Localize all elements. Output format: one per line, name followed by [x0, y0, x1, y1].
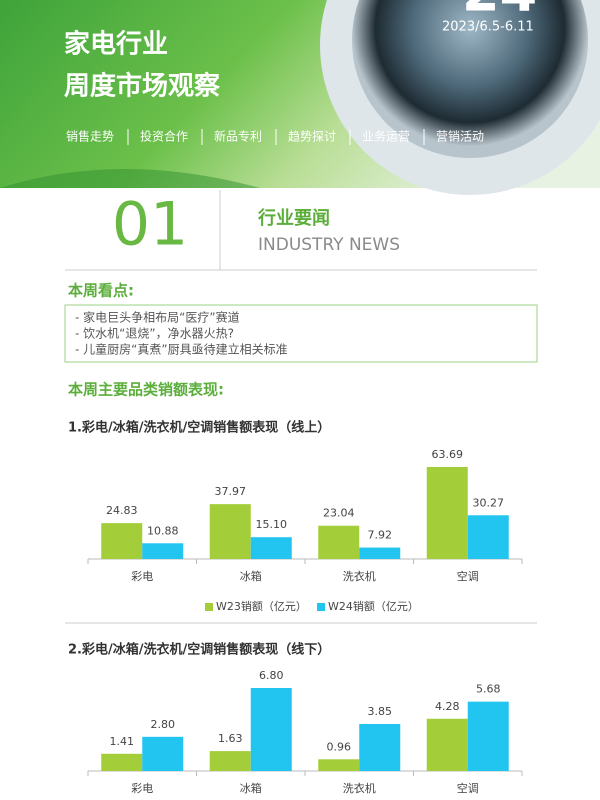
- nav-item: 营销活动: [436, 130, 484, 144]
- nav: 销售走势 投资合作 新品专利 趋势探讨 业务运营 营销活动: [66, 129, 484, 145]
- data-label: 30.27: [473, 496, 505, 509]
- date: 2023/6.5-6.11: [442, 20, 534, 35]
- x-tick-label: 冰箱: [240, 569, 262, 583]
- data-label: 6.80: [259, 669, 284, 682]
- x-tick-label: 彩电: [131, 570, 153, 583]
- bar: [426, 467, 468, 559]
- issue-number: 24: [462, 0, 537, 24]
- legend-swatch: [205, 603, 213, 611]
- x-tick-label: 彩电: [131, 782, 153, 795]
- header-wave: [0, 169, 260, 188]
- bar: [250, 537, 292, 559]
- data-label: 10.88: [147, 524, 179, 537]
- bar: [209, 751, 251, 771]
- legend-label: W23销额（亿元）: [216, 599, 307, 613]
- chart-title: 2.彩电/冰箱/洗衣机/空调销售额表现（线下）: [68, 642, 330, 658]
- data-label: 2.80: [151, 718, 176, 731]
- data-label: 37.97: [215, 485, 247, 498]
- charts: 1.彩电/冰箱/洗衣机/空调销售额表现（线上） 彩电 24.83 10.88 冰箱 37.…: [68, 420, 523, 795]
- x-tick-label: 空调: [457, 569, 479, 583]
- nav-item: 业务运营: [362, 129, 410, 144]
- highlights-box: [64, 304, 538, 363]
- bar: [359, 724, 401, 771]
- section-subtitle: INDUSTRY NEWS: [258, 235, 400, 255]
- legend-label: W24销额（亿元）: [328, 599, 419, 613]
- bar: [318, 525, 360, 559]
- x-tick-label: 空调: [457, 781, 479, 795]
- legend-swatch: [317, 603, 325, 611]
- section-title: 行业要闻: [257, 207, 330, 229]
- bar: [101, 753, 143, 771]
- bar: [318, 759, 360, 771]
- highlight-item: - 儿童厨房“真煮”厨具亟待建立相关标准: [75, 342, 288, 357]
- bar: [426, 718, 468, 771]
- x-tick-label: 冰箱: [240, 781, 262, 795]
- nav-item: 趋势探讨: [288, 130, 336, 144]
- bar: [209, 504, 251, 559]
- bar: [101, 523, 143, 559]
- data-label: 3.85: [368, 705, 393, 718]
- nav-item: 投资合作: [140, 129, 188, 144]
- bar: [250, 688, 292, 771]
- nav-item: 新品专利: [214, 129, 262, 144]
- data-label: 1.41: [110, 735, 135, 748]
- data-label: 63.69: [432, 448, 464, 461]
- chart-title: 1.彩电/冰箱/洗衣机/空调销售额表现（线上）: [68, 420, 330, 436]
- data-label: 23.04: [323, 507, 355, 520]
- nav-item: 销售走势: [66, 129, 114, 144]
- section-number: 01: [112, 190, 188, 260]
- highlight-item: - 饮水机“退烧”，净水器火热?: [75, 327, 234, 341]
- performance-title: 本周主要品类销额表现:: [68, 381, 224, 399]
- data-label: 15.10: [256, 518, 288, 531]
- data-label: 0.96: [327, 740, 352, 753]
- x-tick-label: 洗衣机: [343, 781, 376, 795]
- washer-drum: [352, 0, 588, 158]
- bar: [467, 515, 509, 559]
- x-tick-label: 洗衣机: [343, 569, 376, 583]
- highlight-item: - 家电巨头争相布局“医疗”赛道: [75, 310, 240, 325]
- data-label: 7.92: [368, 529, 393, 542]
- data-label: 4.28: [435, 700, 460, 713]
- data-label: 24.83: [106, 504, 138, 517]
- highlights-title: 本周看点:: [68, 282, 134, 300]
- title: 家电行业: [64, 29, 168, 60]
- title: 周度市场观察: [64, 71, 221, 102]
- bar: [359, 547, 401, 559]
- data-label: 5.68: [476, 683, 501, 696]
- bar: [467, 701, 509, 771]
- data-label: 1.63: [218, 732, 243, 745]
- bar: [142, 736, 184, 771]
- highlights-list: - 家电巨头争相布局“医疗”赛道 - 饮水机“退烧”，净水器火热?- 儿童厨房“真…: [75, 310, 288, 357]
- bar: [142, 543, 184, 559]
